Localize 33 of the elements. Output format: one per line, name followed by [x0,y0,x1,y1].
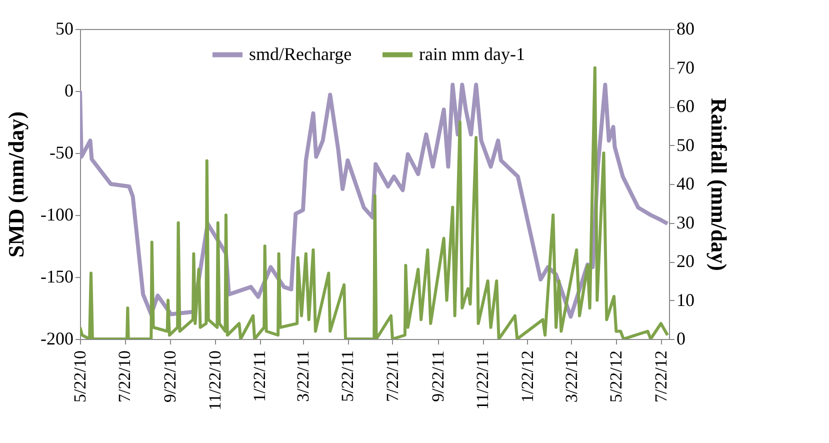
y2-tick-label: 60 [676,96,694,116]
x-tick-label: 1/22/12 [518,350,537,402]
x-tick-label: 7/22/11 [382,350,402,402]
y-tick-label: 0 [64,80,74,100]
x-tick-label: 7/22/12 [651,350,670,402]
y2-tick-label: 30 [676,212,694,232]
x-tick-label: 9/22/11 [428,350,448,402]
x-tick-label: 5/22/11 [338,350,358,402]
y2-tick-label: 70 [676,57,694,78]
x-tick-label: 7/22/10 [115,350,134,402]
x-tick-label: 11/22/11 [473,350,492,410]
y2-tick-label: 80 [676,18,694,38]
x-tick-label: 1/22/11 [250,350,270,402]
y-tick-label: -150 [40,266,74,286]
y-tick-label: 50 [56,18,74,38]
x-tick-label: 5/22/10 [70,350,90,402]
y2-tick-label: 10 [676,290,694,310]
x-tick-label: 11/22/10 [205,350,224,410]
legend-label: smd/Recharge [249,44,352,64]
y-tick-label: -200 [40,328,74,348]
y2-axis-title: Rainfall (mm/day) [706,98,732,271]
y-tick-label: -100 [40,204,74,224]
y2-tick-label: 40 [676,174,694,194]
x-tick-label: 3/22/11 [293,350,312,402]
y2-tick-label: 20 [676,251,694,271]
x-tick-label: 9/22/10 [160,350,180,402]
x-tick-label: 3/22/12 [562,350,581,402]
y-axis-title: SMD (mm/day) [4,111,29,258]
x-tick-label: 5/22/12 [606,350,626,402]
legend-label: rain mm day-1 [419,44,525,64]
y2-tick-label: 0 [676,328,686,348]
y-tick-label: -50 [50,142,74,162]
y2-tick-label: 50 [676,134,694,155]
